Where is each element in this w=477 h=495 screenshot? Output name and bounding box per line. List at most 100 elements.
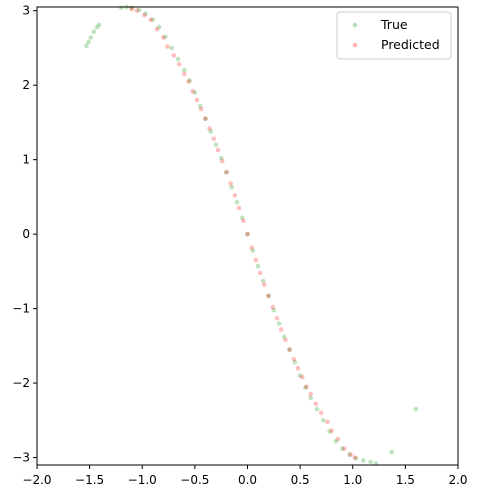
y-axis: −3 −2 −1 0 1 2 3 [12, 4, 37, 465]
data-point [361, 458, 366, 463]
data-point [190, 88, 196, 94]
x-tick-label: −0.5 [180, 473, 209, 487]
data-point [292, 359, 298, 365]
data-point [118, 5, 124, 10]
x-tick-label: 1.5 [396, 473, 415, 487]
data-point [136, 7, 142, 13]
data-point [245, 231, 250, 237]
data-point [169, 45, 174, 51]
predicted-series [129, 6, 358, 460]
data-point [339, 446, 345, 451]
y-tick-label: 1 [22, 153, 30, 167]
data-point [327, 429, 332, 434]
data-point [304, 384, 309, 390]
data-point [161, 35, 166, 40]
x-axis: −2.0 −1.5 −1.0 −0.5 0.0 0.5 1.0 1.5 2.0 [22, 465, 468, 487]
y-tick-label: 0 [22, 227, 30, 241]
data-point [270, 304, 276, 310]
legend-label-predicted: Predicted [381, 37, 440, 52]
data-point [197, 103, 203, 109]
data-point [245, 231, 250, 237]
data-point [297, 373, 303, 378]
data-point [271, 307, 277, 313]
data-point [176, 62, 182, 67]
x-tick-label: 0.5 [291, 473, 310, 487]
y-tick-label: −1 [12, 302, 30, 316]
data-point [413, 406, 419, 412]
data-point [325, 419, 330, 425]
data-point [278, 327, 284, 332]
legend-marker-true [352, 22, 358, 28]
y-tick-label: −2 [12, 376, 30, 390]
data-point [389, 450, 395, 455]
data-point [129, 6, 134, 12]
data-point [224, 170, 229, 175]
data-point [308, 395, 314, 401]
data-point [287, 347, 292, 352]
data-point [262, 282, 267, 288]
data-point [229, 184, 234, 190]
data-point [236, 205, 242, 211]
data-point [211, 136, 217, 142]
legend: True Predicted [336, 11, 452, 60]
data-point [314, 406, 320, 412]
data-point [96, 22, 102, 28]
data-point [255, 263, 261, 269]
data-point [368, 459, 373, 465]
data-point [318, 410, 324, 416]
true-series [84, 4, 419, 466]
data-point [250, 248, 256, 253]
data-point [208, 129, 213, 134]
data-point [303, 385, 308, 390]
x-tick-label: 2.0 [448, 473, 467, 487]
data-point [274, 316, 280, 321]
data-point [154, 27, 160, 32]
data-point [329, 428, 335, 434]
data-point [203, 116, 208, 121]
legend-marker-predicted [352, 42, 358, 48]
data-point [224, 170, 229, 175]
data-point [165, 44, 170, 49]
x-tick-label: 0.0 [238, 473, 257, 487]
data-point [192, 90, 198, 95]
data-point [218, 155, 224, 161]
data-point [84, 43, 89, 48]
data-point [257, 270, 263, 276]
x-tick-label: −1.5 [75, 473, 104, 487]
data-point [308, 392, 314, 397]
data-point [353, 456, 359, 461]
data-point [150, 17, 156, 23]
data-point [88, 35, 93, 40]
data-point [219, 158, 225, 164]
data-point [348, 452, 353, 457]
data-point [352, 455, 358, 460]
data-point [261, 278, 266, 284]
y-tick-label: 3 [22, 4, 30, 18]
legend-label-true: True [380, 17, 408, 32]
data-point [143, 11, 148, 16]
data-point [175, 56, 181, 62]
data-point [207, 126, 212, 131]
data-point [276, 321, 282, 326]
data-point [156, 24, 162, 30]
data-point [313, 401, 319, 407]
data-point [335, 436, 341, 442]
data-point [234, 199, 240, 205]
x-tick-label: −1.0 [128, 473, 157, 487]
x-tick-label: −2.0 [22, 473, 51, 487]
data-point [291, 357, 297, 362]
legend-box [336, 11, 452, 60]
data-point [228, 181, 233, 186]
data-point [283, 337, 288, 343]
data-point [94, 24, 100, 30]
data-point [187, 78, 192, 83]
y-tick-label: 2 [22, 78, 30, 92]
data-point [342, 446, 347, 451]
y-tick-label: −3 [12, 451, 30, 465]
data-point [163, 34, 168, 40]
data-point [266, 293, 271, 299]
data-point [241, 218, 246, 223]
data-point [194, 97, 200, 103]
data-point [333, 438, 339, 444]
data-point [282, 334, 287, 340]
